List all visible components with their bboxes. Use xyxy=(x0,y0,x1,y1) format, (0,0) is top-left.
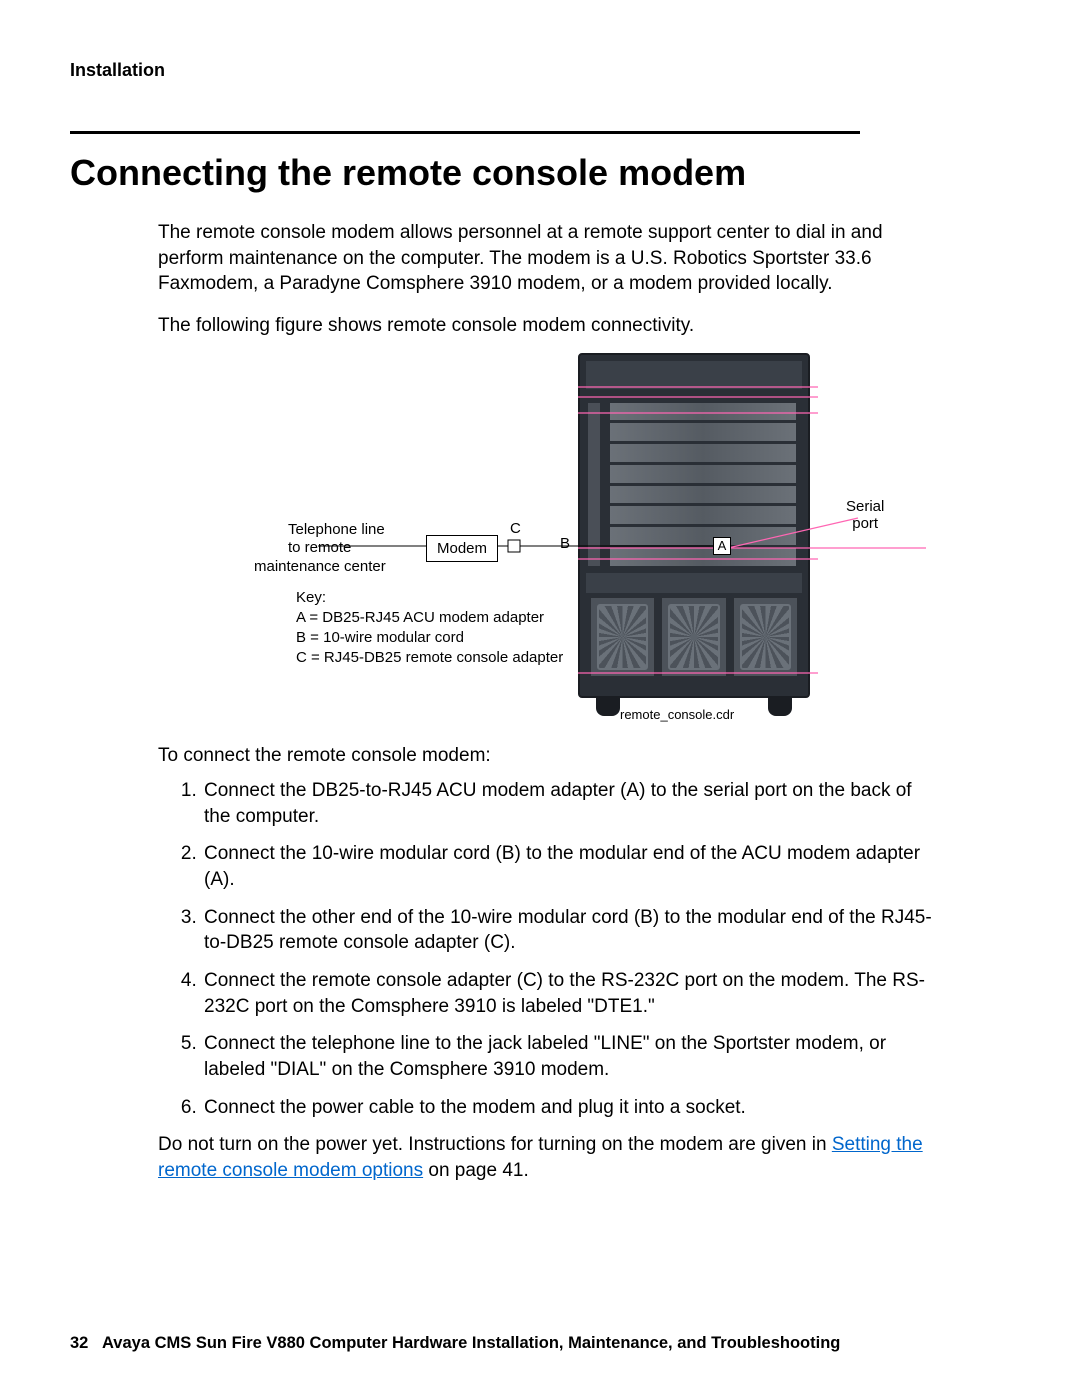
key-c: C = RJ45-DB25 remote console adapter xyxy=(296,648,563,668)
figure-caption: remote_console.cdr xyxy=(620,707,734,722)
phone-line-2: to remote xyxy=(288,539,386,558)
connector-lines xyxy=(158,353,948,733)
modem-box: Modem xyxy=(426,535,498,562)
phone-line-label: Telephone line to remote maintenance cen… xyxy=(288,521,386,577)
step-3: Connect the other end of the 10-wire mod… xyxy=(202,905,942,956)
phone-line-1: Telephone line xyxy=(288,521,386,540)
intro-block: The remote console modem allows personne… xyxy=(158,220,948,339)
footer-title: Avaya CMS Sun Fire V880 Computer Hardwar… xyxy=(102,1334,840,1352)
step-1: Connect the DB25-to-RJ45 ACU modem adapt… xyxy=(202,778,942,829)
serial-1: Serial xyxy=(846,498,884,515)
key-b: B = 10-wire modular cord xyxy=(296,628,563,648)
step-6: Connect the power cable to the modem and… xyxy=(202,1095,942,1121)
key-title: Key: xyxy=(296,588,563,608)
figure: Telephone line to remote maintenance cen… xyxy=(158,353,948,733)
step-5: Connect the telephone line to the jack l… xyxy=(202,1031,942,1082)
figure-lead: The following figure shows remote consol… xyxy=(158,313,948,339)
callout-b: B xyxy=(560,535,570,552)
procedure-block: To connect the remote console modem: xyxy=(158,743,948,769)
page: Installation Connecting the remote conso… xyxy=(0,0,1080,1397)
callout-a: A xyxy=(713,537,731,555)
callout-c: C xyxy=(510,520,521,537)
page-number: 32 xyxy=(70,1334,98,1353)
steps-list: Connect the DB25-to-RJ45 ACU modem adapt… xyxy=(202,778,942,1120)
closing-pre: Do not turn on the power yet. Instructio… xyxy=(158,1134,832,1155)
closing-para: Do not turn on the power yet. Instructio… xyxy=(158,1132,948,1183)
running-header: Installation xyxy=(70,60,1010,81)
closing-post: on page 41. xyxy=(423,1160,529,1181)
serial-2: port xyxy=(846,515,884,532)
page-footer: 32 Avaya CMS Sun Fire V880 Computer Hard… xyxy=(70,1334,1010,1353)
serial-port-label: Serial port xyxy=(846,498,884,533)
intro-para: The remote console modem allows personne… xyxy=(158,220,948,297)
page-title: Connecting the remote console modem xyxy=(70,152,1010,194)
figure-key: Key: A = DB25-RJ45 ACU modem adapter B =… xyxy=(296,588,563,669)
phone-line-3: maintenance center xyxy=(254,558,386,577)
step-2: Connect the 10-wire modular cord (B) to … xyxy=(202,841,942,892)
key-a: A = DB25-RJ45 ACU modem adapter xyxy=(296,608,563,628)
title-rule xyxy=(70,131,860,134)
step-4: Connect the remote console adapter (C) t… xyxy=(202,968,942,1019)
procedure-lead: To connect the remote console modem: xyxy=(158,743,948,769)
closing-block: Do not turn on the power yet. Instructio… xyxy=(158,1132,948,1183)
